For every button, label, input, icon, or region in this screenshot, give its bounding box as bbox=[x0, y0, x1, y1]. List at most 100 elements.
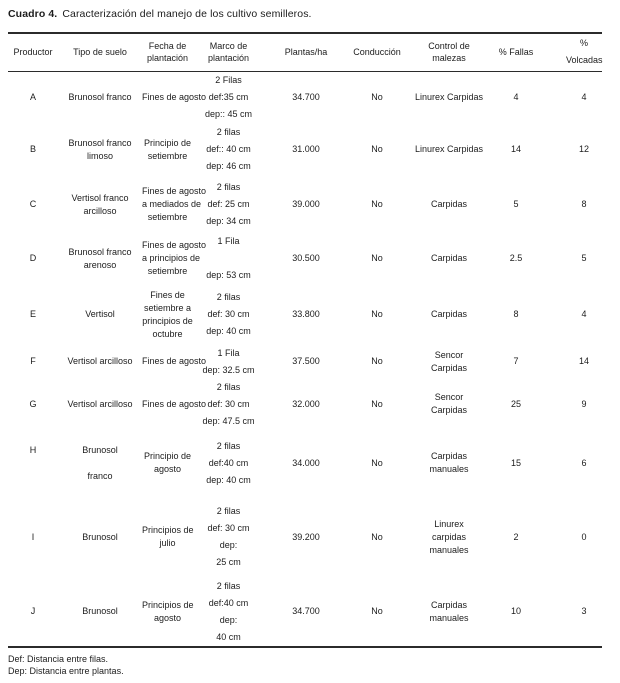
cell-marco_plantacion: 2 filas def: 30 cm dep: 25 cm bbox=[207, 506, 250, 567]
cell-control_malezas: Carpidas manuales bbox=[429, 451, 469, 474]
cell-plantas_ha: 30.500 bbox=[292, 253, 320, 263]
table-row: H Brunosol franco Principio de agosto 2 fil… bbox=[8, 430, 602, 497]
cell-volcadas: 9 bbox=[581, 398, 587, 409]
cell-volcadas: 3 bbox=[581, 606, 587, 616]
cell-fecha_plantacion: Fines de agosto a principios de setiembre bbox=[142, 240, 207, 276]
cell-marco_plantacion: 1 Fila dep: 32.5 cm bbox=[202, 347, 255, 375]
cell-productor: H bbox=[29, 444, 37, 455]
cell-tipo_suelo: Vertisol arcilloso bbox=[67, 356, 133, 366]
cell-fecha_plantacion: Principio de agosto bbox=[143, 451, 192, 474]
cell-fecha_plantacion: Fines de setiembre a principios de octubre bbox=[142, 289, 193, 339]
cell-fecha_plantacion: Fines de agosto a mediados de setiembre bbox=[142, 186, 207, 222]
cell-productor: E bbox=[29, 309, 36, 319]
cell-tipo_suelo: Brunosol franco bbox=[82, 444, 118, 481]
cell-tipo_suelo: Brunosol bbox=[82, 531, 118, 542]
cell-fallas: 10 bbox=[510, 606, 521, 616]
table-header: Productor Tipo de suelo Fecha de plantación… bbox=[8, 33, 603, 72]
cell-productor: F bbox=[30, 356, 36, 366]
cell-fecha_plantacion: Fines de agosto bbox=[142, 91, 207, 102]
cell-productor: B bbox=[29, 144, 36, 154]
cell-fallas: 14 bbox=[510, 144, 521, 154]
cell-conduccion: No bbox=[371, 531, 383, 542]
table-row: F Vertisol arcilloso Fines de agosto 1 Fila… bbox=[8, 345, 602, 379]
cell-tipo_suelo: Vertisol franco arcilloso bbox=[71, 192, 129, 216]
cell-conduccion: No bbox=[371, 91, 383, 102]
column-header-fallas: % Fallas bbox=[492, 33, 540, 72]
cell-plantas_ha: 31.000 bbox=[292, 144, 320, 154]
cell-marco_plantacion: 2 Filas def:35 cm dep:: 45 cm bbox=[204, 74, 253, 119]
cell-fallas: 7 bbox=[513, 356, 519, 366]
table-row: A Brunosol franco Fines de agosto 2 Filas de… bbox=[8, 71, 602, 123]
cell-control_malezas: Carpidas bbox=[430, 253, 468, 263]
cell-tipo_suelo: Brunosol bbox=[82, 606, 118, 616]
footnote-dep: Dep: Distancia entre plantas. bbox=[8, 665, 124, 676]
footnote-def: Def: Distancia entre filas. bbox=[8, 653, 109, 664]
cell-marco_plantacion: 2 filas def:40 cm dep: 40 cm bbox=[206, 440, 251, 485]
cell-control_malezas: Sencor Carpidas bbox=[430, 392, 468, 415]
cell-fallas: 5 bbox=[513, 199, 519, 209]
cell-marco_plantacion: 2 filas def: 30 cm dep: 40 cm bbox=[206, 292, 251, 336]
cell-conduccion: No bbox=[371, 606, 383, 616]
table-body: A Brunosol franco Fines de agosto 2 Filas de… bbox=[8, 71, 602, 647]
cell-control_malezas: Carpidas bbox=[430, 199, 468, 209]
cell-volcadas: 12 bbox=[578, 144, 589, 154]
data-table: Productor Tipo de suelo Fecha de plantación… bbox=[8, 32, 603, 648]
cell-fecha_plantacion: Fines de agosto bbox=[142, 398, 207, 409]
cell-fallas: 15 bbox=[510, 457, 521, 468]
cell-conduccion: No bbox=[371, 356, 383, 366]
table-caption-text: Caracterización del manejo de los cultiv… bbox=[62, 8, 312, 20]
cell-control_malezas: Carpidas bbox=[430, 309, 468, 319]
cell-marco_plantacion: 2 filas def: 25 cm dep: 34 cm bbox=[206, 182, 251, 226]
table-row: I Brunosol Principios de julio 2 filas def: 3… bbox=[8, 497, 602, 578]
cell-plantas_ha: 34.700 bbox=[292, 91, 320, 102]
table-row: D Brunosol franco arenoso Fines de agosto a … bbox=[8, 233, 602, 285]
cell-control_malezas: Linurex Carpidas bbox=[414, 91, 484, 102]
cell-plantas_ha: 39.000 bbox=[292, 199, 320, 209]
cell-plantas_ha: 39.200 bbox=[292, 531, 320, 542]
column-header-volcadas: % Volcadas bbox=[540, 33, 603, 72]
cell-marco_plantacion: 2 filas def:: 40 cm dep: 46 cm bbox=[206, 127, 251, 171]
cell-control_malezas: Linurex Carpidas bbox=[414, 144, 484, 154]
column-header-conduccion: Conducción bbox=[348, 33, 406, 72]
cell-tipo_suelo: Vertisol arcilloso bbox=[67, 398, 133, 409]
column-header-tipo_suelo: Tipo de suelo bbox=[58, 33, 142, 72]
table-row: B Brunosol franco limoso Principio de setiem… bbox=[8, 123, 602, 177]
column-header-marco_plantacion: Marco de plantación bbox=[193, 33, 264, 72]
column-header-plantas_ha: Plantas/ha bbox=[264, 33, 348, 72]
column-header-control_malezas: Control de malezas bbox=[406, 33, 492, 72]
cell-volcadas: 4 bbox=[581, 91, 587, 102]
cell-fecha_plantacion: Principios de julio bbox=[142, 525, 194, 548]
cell-productor: G bbox=[29, 398, 37, 409]
cell-conduccion: No bbox=[371, 398, 383, 409]
cell-tipo_suelo: Brunosol franco arenoso bbox=[68, 246, 132, 270]
cell-plantas_ha: 33.800 bbox=[292, 309, 320, 319]
cell-productor: D bbox=[29, 253, 37, 263]
table-row: J Brunosol Principios de agosto 2 filas def:4… bbox=[8, 578, 602, 647]
column-header-productor: Productor bbox=[8, 33, 58, 72]
cell-conduccion: No bbox=[371, 199, 383, 209]
cell-plantas_ha: 37.500 bbox=[292, 356, 320, 366]
cell-conduccion: No bbox=[371, 253, 383, 263]
table-caption-label: Cuadro 4. bbox=[8, 8, 58, 20]
cell-volcadas: 8 bbox=[581, 199, 587, 209]
cell-control_malezas: Carpidas manuales bbox=[429, 599, 469, 623]
cell-productor: A bbox=[29, 91, 36, 102]
table-caption: Cuadro 4. Caracterización del manejo de l… bbox=[8, 7, 620, 21]
cell-productor: J bbox=[30, 606, 36, 616]
cell-plantas_ha: 34.000 bbox=[292, 457, 320, 468]
table-row: G Vertisol arcilloso Fines de agosto 2 fila… bbox=[8, 379, 602, 430]
cell-fallas: 25 bbox=[510, 398, 521, 409]
table-row: C Vertisol franco arcilloso Fines de agosto… bbox=[8, 177, 602, 233]
cell-marco_plantacion: 1 Fila dep: 53 cm bbox=[206, 236, 251, 280]
footnotes: Def: Distancia entre filas. Dep: Distanc… bbox=[8, 653, 620, 677]
cell-marco_plantacion: 2 filas def: 30 cm dep: 47.5 cm bbox=[202, 381, 255, 426]
cell-volcadas: 4 bbox=[581, 309, 587, 319]
cell-tipo_suelo: Brunosol franco limoso bbox=[68, 137, 132, 161]
cell-volcadas: 6 bbox=[581, 457, 587, 468]
cell-conduccion: No bbox=[371, 144, 383, 154]
cell-fecha_plantacion: Principio de setiembre bbox=[143, 137, 192, 161]
cell-tipo_suelo: Vertisol bbox=[85, 309, 115, 319]
cell-fallas: 2.5 bbox=[509, 253, 523, 263]
cell-productor: C bbox=[29, 199, 37, 209]
